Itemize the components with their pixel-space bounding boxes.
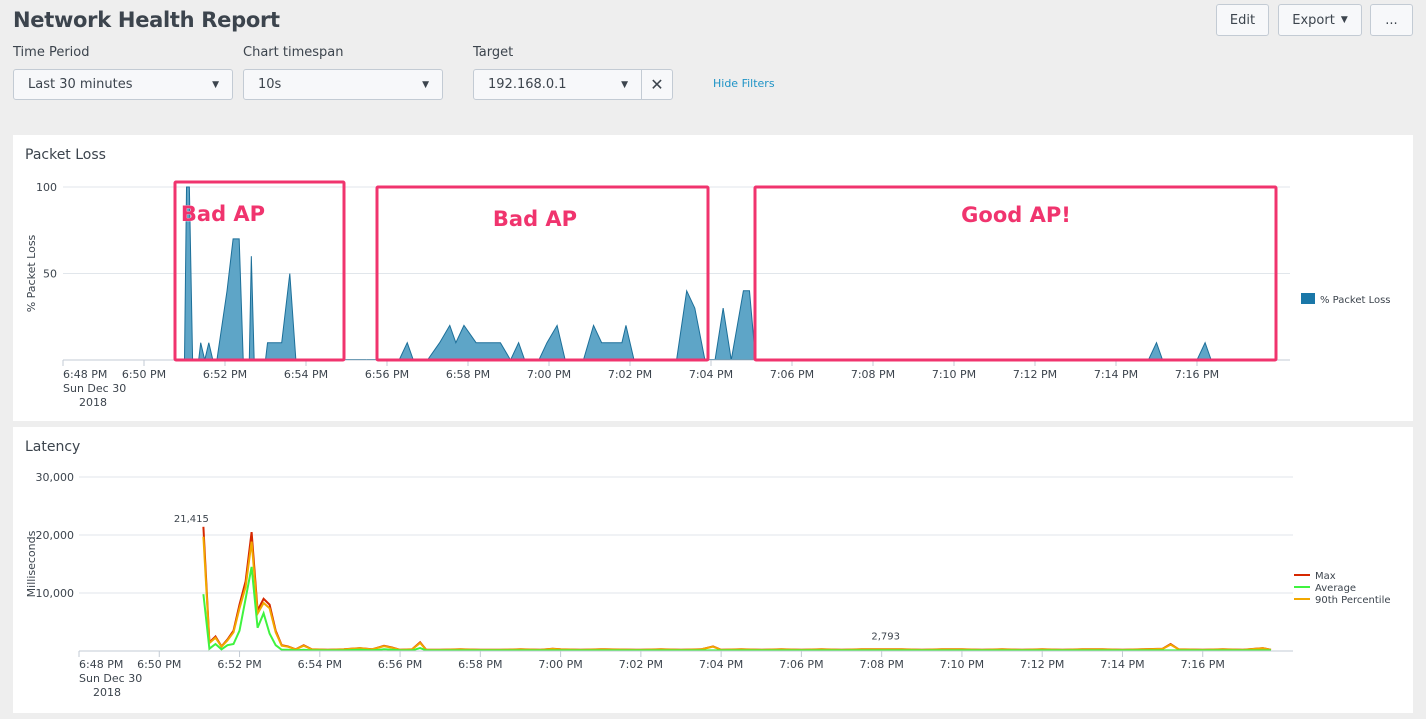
x-tick-label: 7:10 PM: [932, 368, 976, 381]
x-tick-label: 6:56 PM: [378, 658, 422, 671]
x-tick-label: 7:12 PM: [1020, 658, 1064, 671]
time-period-select[interactable]: Last 30 minutes ▼: [13, 69, 233, 100]
x-tick-sublabel: Sun Dec 30: [79, 672, 142, 685]
x-tick-label: 7:00 PM: [538, 658, 582, 671]
annotation-box: [375, 185, 710, 362]
annotation-label: Good AP!: [961, 203, 1071, 227]
latency-panel: Latency 30,000 20,000 10,000 Milliseconds 6:…: [13, 427, 1413, 713]
legend-label: % Packet Loss: [1320, 295, 1391, 306]
x-tick-label: 7:02 PM: [619, 658, 663, 671]
legend-label: 90th Percentile: [1315, 595, 1391, 606]
x-tick-label: 7:14 PM: [1100, 658, 1144, 671]
caret-down-icon: ▼: [422, 79, 429, 90]
x-tick-label: 7:12 PM: [1013, 368, 1057, 381]
target-select[interactable]: 192.168.0.1 ▼: [473, 69, 642, 100]
packet-loss-area: [172, 186, 1212, 362]
max-series-line: [202, 526, 1272, 651]
time-period-value: Last 30 minutes: [28, 77, 133, 92]
edit-button[interactable]: Edit: [1216, 4, 1269, 36]
annotation-box: [753, 185, 1278, 362]
more-actions-label: ...: [1385, 12, 1398, 28]
x-tick-sublabel: Sun Dec 30: [63, 382, 126, 395]
packet-loss-panel: Packet Loss 100 50 % Packet Loss 6:48 PM 6:5…: [13, 135, 1413, 421]
x-tick-label: 7:08 PM: [851, 368, 895, 381]
packet-loss-chart: 100 50 % Packet Loss 6:48 PM 6:50 PM 6:52 PM 6…: [25, 180, 1391, 409]
caret-down-icon: ▼: [1340, 15, 1348, 25]
y-tick-label: 20,000: [36, 529, 75, 542]
y-tick-label: 30,000: [36, 471, 75, 484]
y-tick-label: 50: [43, 268, 57, 281]
x-tick-label: 6:56 PM: [365, 368, 409, 381]
x-tick-label: 6:48 PM: [79, 658, 123, 671]
clear-target-button[interactable]: ✕: [641, 69, 673, 100]
x-tick-label: 6:54 PM: [284, 368, 328, 381]
target-value: 192.168.0.1: [488, 77, 567, 92]
x-tick-label: 7:14 PM: [1094, 368, 1138, 381]
x-tick-label: 7:16 PM: [1175, 368, 1219, 381]
packet-loss-title: Packet Loss: [25, 147, 106, 163]
y-tick-label: 100: [36, 181, 57, 194]
page-title: Network Health Report: [13, 8, 280, 32]
edit-button-label: Edit: [1229, 12, 1256, 28]
time-period-label: Time Period: [13, 45, 90, 60]
y-axis-label: % Packet Loss: [25, 234, 38, 312]
caret-down-icon: ▼: [621, 79, 628, 90]
x-tick-label: 6:48 PM: [63, 368, 107, 381]
x-tick-label: 7:04 PM: [689, 368, 733, 381]
data-label: 2,793: [871, 631, 900, 642]
legend-swatch: [1301, 293, 1315, 304]
close-icon: ✕: [650, 75, 664, 94]
target-label: Target: [473, 45, 514, 60]
x-tick-label: 6:58 PM: [446, 368, 490, 381]
annotation-label: Bad AP: [493, 207, 577, 231]
x-tick-label: 7:16 PM: [1181, 658, 1225, 671]
annotation-label: Bad AP: [181, 202, 265, 226]
x-tick-sublabel: 2018: [79, 396, 107, 409]
latency-title: Latency: [25, 439, 81, 455]
legend-label: Average: [1315, 583, 1356, 594]
y-tick-label: 10,000: [36, 587, 75, 600]
annotation-box: [173, 180, 346, 362]
x-tick-label: 6:50 PM: [137, 658, 181, 671]
x-tick-label: 6:52 PM: [203, 368, 247, 381]
x-tick-sublabel: 2018: [93, 686, 121, 699]
x-tick-label: 7:00 PM: [527, 368, 571, 381]
y-axis-label: Milliseconds: [25, 530, 38, 597]
chart-timespan-label: Chart timespan: [243, 45, 344, 60]
x-tick-label: 6:54 PM: [298, 658, 342, 671]
x-tick-label: 7:04 PM: [699, 658, 743, 671]
x-tick-label: 7:08 PM: [860, 658, 904, 671]
x-tick-label: 7:06 PM: [779, 658, 823, 671]
hide-filters-link[interactable]: Hide Filters: [713, 77, 775, 90]
chart-timespan-value: 10s: [258, 77, 282, 92]
x-tick-label: 6:52 PM: [217, 658, 261, 671]
caret-down-icon: ▼: [212, 79, 219, 90]
chart-timespan-select[interactable]: 10s ▼: [243, 69, 443, 100]
more-actions-button[interactable]: ...: [1370, 4, 1413, 36]
x-tick-label: 6:50 PM: [122, 368, 166, 381]
report-header: Network Health Report Edit Export ▼ ... …: [0, 0, 1426, 122]
x-tick-label: 7:10 PM: [940, 658, 984, 671]
export-button-label: Export: [1292, 12, 1335, 28]
x-tick-label: 6:58 PM: [458, 658, 502, 671]
average-series-line: [202, 566, 1271, 652]
x-tick-label: 7:06 PM: [770, 368, 814, 381]
x-tick-label: 7:02 PM: [608, 368, 652, 381]
legend-label: Max: [1315, 571, 1336, 582]
export-button[interactable]: Export ▼: [1278, 4, 1362, 36]
data-label: 21,415: [174, 514, 209, 525]
